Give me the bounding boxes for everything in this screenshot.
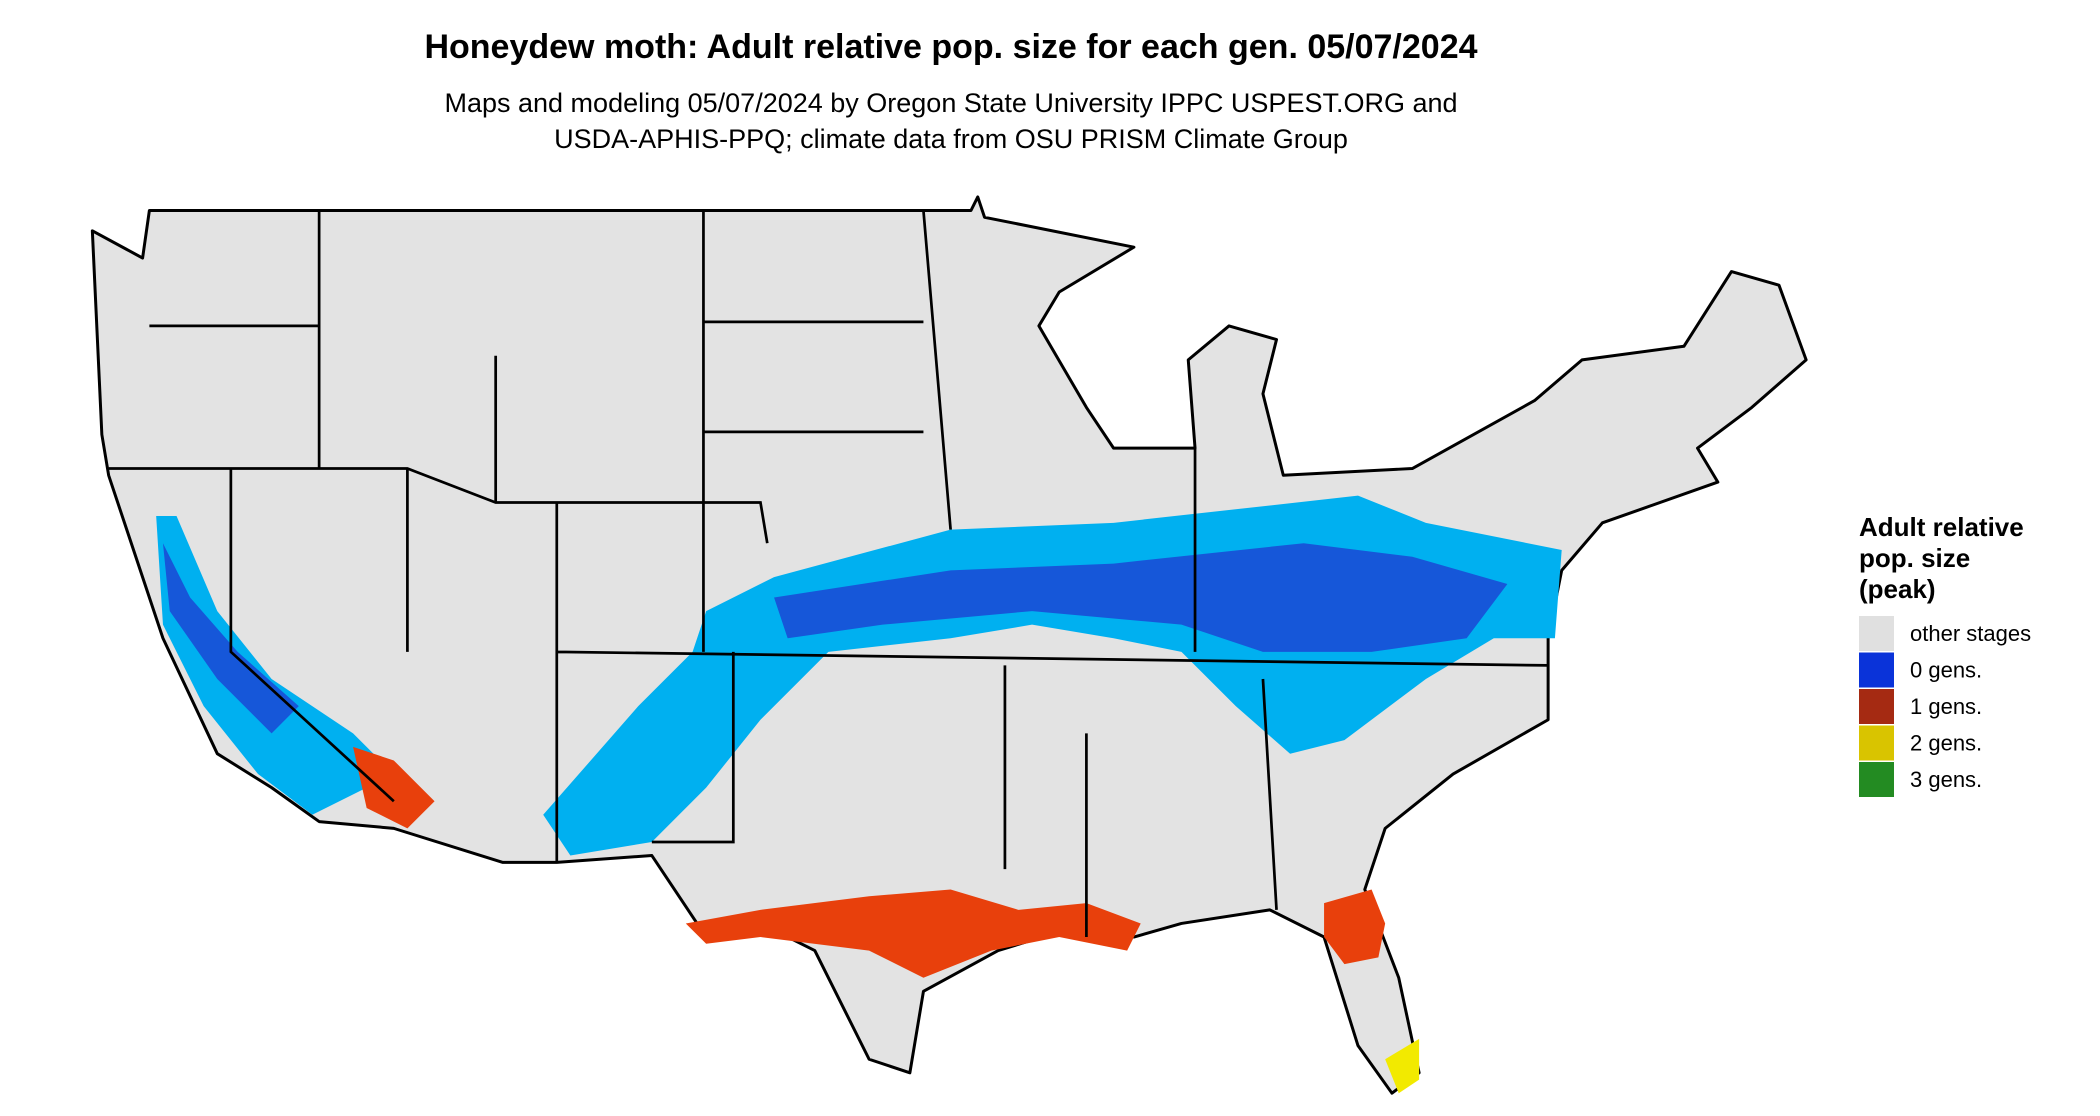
legend-swatch (1859, 689, 1894, 724)
legend-label: 1 gens. (1910, 694, 1982, 719)
us-map (90, 195, 1808, 1095)
legend-label: other stages (1910, 621, 2031, 646)
state-borders (108, 210, 1549, 938)
legend-swatch (1859, 762, 1894, 797)
legend-swatch (1859, 616, 1894, 651)
legend-label: 2 gens. (1910, 731, 1982, 756)
legend-label: 3 gens. (1910, 767, 1982, 792)
legend-title: Adult relative (1859, 512, 2024, 542)
legend-label: 0 gens. (1910, 658, 1982, 683)
subtitle: Maps and modeling 05/07/2024 by Oregon S… (444, 88, 1457, 118)
legend-swatch (1859, 652, 1894, 688)
population-areas (156, 495, 1562, 1094)
subtitle: USDA-APHIS-PPQ; climate data from OSU PR… (554, 124, 1348, 154)
legend-title: (peak) (1859, 574, 1936, 604)
legend-swatch (1859, 725, 1894, 761)
us-outline (90, 195, 1808, 1095)
title: Honeydew moth: Adult relative pop. size … (424, 28, 1477, 66)
legend-title: pop. size (1859, 543, 1970, 573)
